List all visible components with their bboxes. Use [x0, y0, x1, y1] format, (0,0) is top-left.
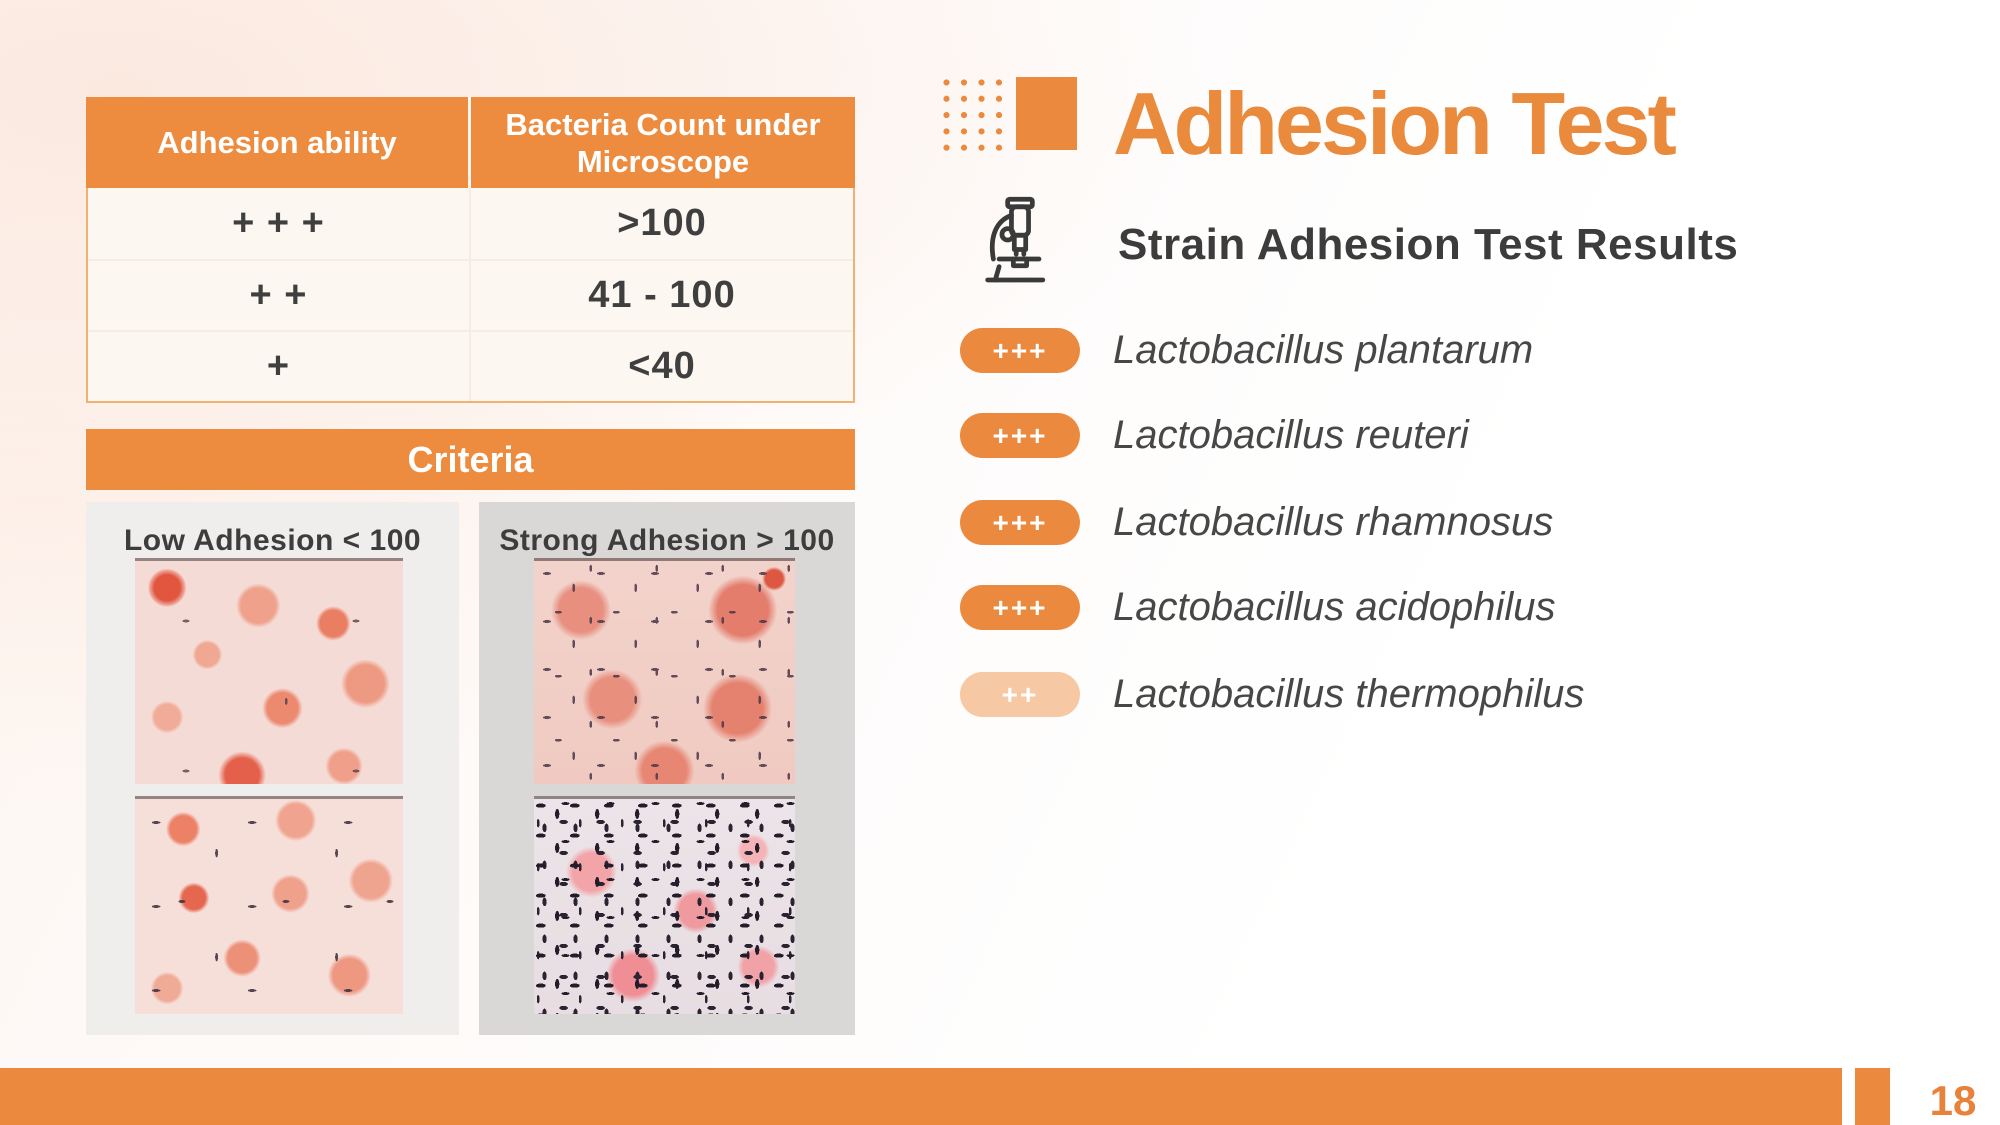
- table-header-row: Adhesion ability Bacteria Count under Mi…: [86, 97, 855, 188]
- table-header-adhesion-ability: Adhesion ability: [86, 97, 471, 188]
- cell-count: <40: [628, 345, 696, 387]
- strain-name: Lactobacillus thermophilus: [1113, 672, 1585, 716]
- table-body: + + + >100 + + 41 - 100 + <40: [86, 188, 855, 403]
- page-title: Adhesion Test: [1113, 74, 1677, 173]
- strain-name: Lactobacillus acidophilus: [1113, 585, 1556, 629]
- panel-low-label: Low Adhesion < 100: [123, 524, 422, 557]
- score-pill: +++: [960, 500, 1080, 545]
- micro-image-strong-top: [534, 558, 795, 784]
- table-header-bacteria-count: Bacteria Count under Microscope: [505, 106, 821, 179]
- table-row: + <40: [88, 330, 853, 401]
- cell-ability: +: [88, 332, 471, 401]
- footer-bar: [0, 1068, 1842, 1125]
- strain-name: Lactobacillus plantarum: [1113, 328, 1534, 372]
- micro-image-low-bottom: [135, 796, 403, 1014]
- panel-low-adhesion: Low Adhesion < 100: [86, 502, 459, 1035]
- cell-ability: + + +: [88, 188, 471, 259]
- score-pill: +++: [960, 585, 1080, 630]
- microscope-icon: [982, 196, 1058, 291]
- table-row: + + 41 - 100: [88, 259, 853, 330]
- adhesion-score-table: Adhesion ability Bacteria Count under Mi…: [86, 97, 855, 403]
- panel-strong-label: Strong Adhesion > 100: [499, 524, 835, 557]
- dot-grid-icon: [943, 79, 1005, 151]
- micro-image-low-top: [135, 558, 403, 784]
- strain-name: Lactobacillus reuteri: [1113, 413, 1469, 457]
- score-pill: +++: [960, 413, 1080, 458]
- footer-accent-block: [1855, 1068, 1890, 1125]
- cell-count: 41 - 100: [588, 274, 736, 316]
- strain-name: Lactobacillus rhamnosus: [1113, 500, 1554, 544]
- section-subtitle: Strain Adhesion Test Results: [1118, 220, 1739, 269]
- score-pill-light: ++: [960, 672, 1080, 717]
- cell-ability: + +: [88, 261, 471, 330]
- score-pill: +++: [960, 328, 1080, 373]
- micro-image-strong-bottom: [534, 796, 795, 1014]
- criteria-banner: Criteria: [86, 429, 855, 490]
- square-decoration: [1016, 77, 1077, 150]
- cell-count: >100: [617, 202, 707, 244]
- table-row: + + + >100: [88, 188, 853, 259]
- panel-strong-adhesion: Strong Adhesion > 100: [479, 502, 855, 1035]
- page-number: 18: [1929, 1077, 1977, 1124]
